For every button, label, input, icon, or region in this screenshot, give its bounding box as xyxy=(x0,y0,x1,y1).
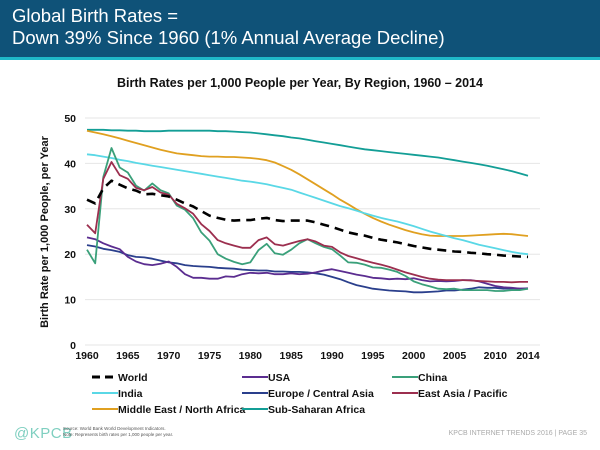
series-line-east-asia-pacific xyxy=(86,161,528,284)
legend-item: India xyxy=(92,388,143,400)
legend-label: Middle East / North Africa xyxy=(118,404,246,416)
legend-label: Europe / Central Asia xyxy=(268,388,374,400)
x-tick-label: 2014 xyxy=(516,350,540,362)
header-banner: Global Birth Rates = Down 39% Since 1960… xyxy=(0,0,600,57)
series-line-usa xyxy=(86,236,529,290)
x-tick-label: 1995 xyxy=(361,350,385,362)
series-line-india xyxy=(86,153,529,256)
legend-item: Middle East / North Africa xyxy=(92,404,246,416)
x-tick-label: 2010 xyxy=(484,350,508,362)
y-axis-label: Birth Rate per 1,000 People, per Year xyxy=(39,135,51,327)
x-tick-label: 1985 xyxy=(279,350,303,362)
legend-label: India xyxy=(118,388,143,400)
series-line-world xyxy=(86,179,529,259)
gridlines xyxy=(85,117,540,346)
x-tick-label: 2000 xyxy=(402,350,426,362)
y-axis-ticks: 0 10 20 30 40 50 xyxy=(64,113,76,352)
x-axis-ticks: 1960 1965 1970 1975 1980 1985 1990 1995 2000 2005… xyxy=(75,350,540,362)
series-line-middle-east-north-africa xyxy=(86,129,529,237)
legend-item: Sub-Saharan Africa xyxy=(242,404,365,416)
y-tick-label: 20 xyxy=(64,249,76,261)
legend-item: China xyxy=(392,372,447,384)
series-lines xyxy=(86,128,529,294)
y-tick-label: 0 xyxy=(70,340,76,352)
note-line: Note: Represents birth rates per 1,000 p… xyxy=(63,431,174,437)
legend-item: World xyxy=(92,372,148,384)
legend-item: East Asia / Pacific xyxy=(392,388,508,400)
legend-item: USA xyxy=(242,372,291,384)
slide-title: Global Birth Rates = Down 39% Since 1960… xyxy=(12,5,445,49)
x-tick-label: 1965 xyxy=(116,350,140,362)
y-tick-label: 50 xyxy=(64,113,76,125)
slide-title-line1: Global Birth Rates = xyxy=(12,5,179,26)
x-tick-label: 1970 xyxy=(157,350,181,362)
x-tick-label: 1975 xyxy=(198,350,222,362)
page-footer: KPCB INTERNET TRENDS 2016 | PAGE 35 xyxy=(448,430,587,437)
slide-title-line2: Down 39% Since 1960 (1% Annual Average D… xyxy=(12,27,445,48)
chart-title: Birth Rates per 1,000 People per Year, B… xyxy=(117,76,483,90)
x-tick-label: 2005 xyxy=(443,350,467,362)
legend-label: East Asia / Pacific xyxy=(418,388,508,400)
legend-label: China xyxy=(418,372,447,384)
legend-label: World xyxy=(118,372,148,384)
source-note: Source: World Bank World Development Ind… xyxy=(63,426,173,437)
legend: World USA China India Europe / Central Asia E… xyxy=(92,372,508,416)
legend-label: Sub-Saharan Africa xyxy=(268,404,365,416)
series-line-sub-saharan-africa xyxy=(87,128,529,177)
kpcb-logo: @KPCB xyxy=(14,425,73,442)
y-tick-label: 40 xyxy=(64,158,76,170)
y-tick-label: 30 xyxy=(64,204,76,216)
y-tick-label: 10 xyxy=(64,295,76,307)
header-accent-line xyxy=(0,57,600,60)
legend-label: USA xyxy=(268,372,291,384)
series-line-europe-central-asia xyxy=(86,244,528,294)
x-tick-label: 1990 xyxy=(320,350,344,362)
x-tick-label: 1980 xyxy=(239,350,263,362)
source-line: Source: World Bank World Development Ind… xyxy=(63,426,166,431)
x-tick-label: 1960 xyxy=(75,350,99,362)
legend-item: Europe / Central Asia xyxy=(242,388,374,400)
